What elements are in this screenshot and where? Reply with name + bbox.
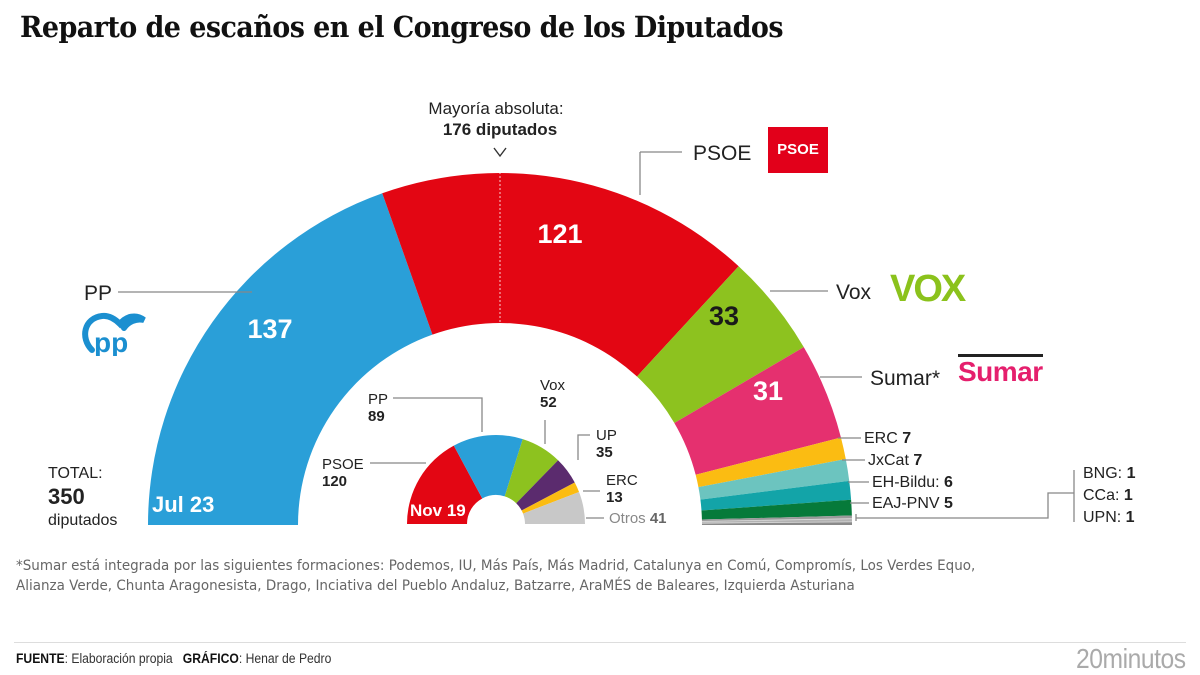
party-label-pp: PP <box>84 282 112 305</box>
segment-upn <box>701 521 852 525</box>
inner-leader-up <box>577 434 590 460</box>
source-label: FUENTE <box>16 651 65 666</box>
hemicycle-chart: 137 121 33 31 Jul 23 PP PSOE Vox Sumar* ERC 7 JxCa… <box>48 99 1136 529</box>
party-label-cca: CCa: 1 <box>1083 487 1133 504</box>
date-label-nov19: Nov 19 <box>410 501 466 520</box>
footnote: *Sumar está integrada por las siguientes… <box>16 558 976 594</box>
total-unit: diputados <box>48 512 117 529</box>
majority-label: Mayoría absoluta: <box>428 99 563 118</box>
segment-erc <box>695 437 846 488</box>
seat-separator <box>701 521 852 524</box>
value-label-pp: 137 <box>247 314 292 344</box>
chart-title: Reparto de escaños en el Congreso de los… <box>20 10 784 44</box>
footer-credits: FUENTE: Elaboración propia GRÁFICO: Hena… <box>16 651 331 666</box>
segment-eaj-pnv <box>701 499 852 520</box>
party-label-sumar: Sumar* <box>870 367 940 390</box>
total-label: TOTAL: <box>48 465 103 482</box>
value-label-vox: 33 <box>709 301 739 331</box>
graphic-value: : Henar de Pedro <box>238 651 332 666</box>
party-label-jxcat: JxCat 7 <box>868 452 922 469</box>
party-label-upn: UPN: 1 <box>1083 509 1135 526</box>
value-label-psoe: 121 <box>537 219 582 249</box>
inner-value-psoe: 120 <box>322 473 347 490</box>
outer-hemicycle-2023 <box>148 172 852 525</box>
segment-jxcat <box>698 459 850 500</box>
segment-sumar <box>674 347 841 475</box>
footer-divider <box>14 642 1186 643</box>
inner-value-up: 35 <box>596 444 613 461</box>
inner-segment-up <box>516 460 575 511</box>
inner-hemicycle-2019 <box>407 435 585 524</box>
party-label-vox: Vox <box>836 281 872 304</box>
inner-segment-pp <box>453 435 523 499</box>
inner-segment-otros <box>523 491 585 524</box>
inner-segment-psoe <box>407 445 483 524</box>
inner-leader-pp <box>393 397 483 432</box>
inner-label-vox: Vox <box>540 377 566 394</box>
party-label-bng: BNG: 1 <box>1083 465 1136 482</box>
inner-value-vox: 52 <box>540 394 557 411</box>
segment-psoe <box>382 172 739 377</box>
svg-text:pp: pp <box>94 327 128 356</box>
majority-value: 176 diputados <box>443 120 557 139</box>
inner-label-pp: PP <box>368 391 388 408</box>
inner-value-pp: 89 <box>368 408 385 425</box>
party-label-eaj-pnv: EAJ-PNV 5 <box>872 495 953 512</box>
seat-separator <box>701 518 852 522</box>
segment-pp <box>148 193 433 525</box>
party-label-erc: ERC 7 <box>864 430 911 447</box>
segment-eh-bildu <box>700 480 852 511</box>
source-value: : Elaboración propia <box>64 651 173 666</box>
leader-tiny <box>856 492 1074 519</box>
segment-bng <box>701 515 852 522</box>
inner-label-erc: ERC <box>606 472 638 489</box>
inner-label-psoe: PSOE <box>322 456 364 473</box>
inner-label-up: UP <box>596 427 617 444</box>
segment-vox <box>636 266 804 423</box>
date-label-jul23: Jul 23 <box>152 492 214 517</box>
sumar-logo: Sumar <box>958 354 1043 387</box>
inner-label-otros: Otros 41 <box>609 510 667 527</box>
inner-value-erc: 13 <box>606 489 623 506</box>
value-label-sumar: 31 <box>753 376 783 406</box>
brand-logo: 20minutos <box>1076 643 1186 674</box>
vox-logo: VOX <box>890 268 966 310</box>
party-label-eh-bildu: EH-Bildu: 6 <box>872 474 953 491</box>
psoe-logo: PSOE <box>768 127 828 173</box>
inner-segment-erc <box>521 482 580 514</box>
party-label-psoe: PSOE <box>693 142 751 165</box>
chevron-down-icon <box>493 147 507 158</box>
total-value: 350 <box>48 484 85 509</box>
inner-segment-vox <box>504 439 559 504</box>
graphic-label: GRÁFICO <box>182 651 239 666</box>
pp-logo: pp <box>78 310 148 358</box>
